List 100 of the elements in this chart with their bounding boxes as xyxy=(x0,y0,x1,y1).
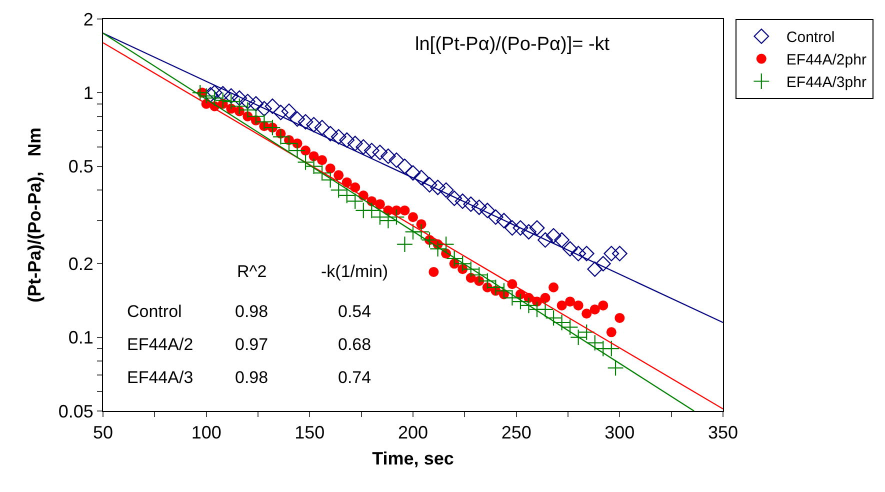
point xyxy=(347,136,363,152)
annotation: -k(1/min) xyxy=(321,262,388,281)
x-tick-label: 50 xyxy=(92,422,114,443)
point xyxy=(306,116,322,132)
legend-label: Control xyxy=(786,29,835,46)
point xyxy=(325,163,336,174)
y-tick-label: 1 xyxy=(83,82,94,103)
annotation: 0.97 xyxy=(235,335,268,354)
point xyxy=(512,293,529,310)
point xyxy=(488,209,504,225)
x-tick-label: 100 xyxy=(191,422,222,443)
point xyxy=(480,202,496,218)
annotation: ln[(Pt-Pα)/(Po-Pα)]= -kt xyxy=(415,34,610,55)
annotation: 0.98 xyxy=(235,302,268,321)
legend-label: EF44A/2phr xyxy=(786,52,866,69)
point xyxy=(520,297,537,314)
point xyxy=(554,232,570,248)
point xyxy=(606,327,616,338)
point xyxy=(565,296,576,307)
point xyxy=(264,98,280,114)
point xyxy=(578,246,594,262)
point xyxy=(614,312,625,323)
annotation: 0.98 xyxy=(235,368,268,387)
point xyxy=(198,88,215,104)
point xyxy=(603,340,620,357)
point xyxy=(202,87,218,102)
point xyxy=(598,300,608,310)
point xyxy=(214,92,232,109)
point xyxy=(297,154,314,170)
point xyxy=(330,129,346,145)
point xyxy=(364,142,380,158)
point xyxy=(538,232,553,248)
point xyxy=(612,246,628,262)
y-tick-label: 2 xyxy=(83,9,94,30)
point xyxy=(529,220,545,236)
point xyxy=(540,292,550,303)
point xyxy=(422,177,438,193)
point xyxy=(438,236,454,253)
point xyxy=(298,114,314,130)
x-tick-label: 200 xyxy=(398,422,428,443)
point xyxy=(562,241,578,257)
annotation: EF44A/3 xyxy=(127,368,194,387)
x-tick-label: 250 xyxy=(501,422,532,443)
point xyxy=(463,196,479,212)
point xyxy=(582,308,592,319)
point xyxy=(587,261,603,277)
y-tick-label: 0.2 xyxy=(68,254,94,274)
point xyxy=(273,104,288,120)
y-axis-title: (Pt-Pa)/(Po-Pa), Nm xyxy=(24,127,45,303)
point xyxy=(573,300,584,310)
point xyxy=(428,266,439,277)
annotation: 0.54 xyxy=(338,302,372,321)
point xyxy=(548,282,559,292)
x-tick-label: 350 xyxy=(708,422,738,443)
point xyxy=(281,103,297,119)
point xyxy=(400,205,410,216)
point xyxy=(590,304,600,314)
annotation: 0.68 xyxy=(338,335,372,354)
annotation: R^2 xyxy=(237,262,267,281)
point xyxy=(595,256,611,272)
point xyxy=(496,212,512,228)
point xyxy=(607,360,624,376)
point xyxy=(339,132,355,148)
point xyxy=(223,88,239,104)
point xyxy=(206,90,223,106)
x-axis-title: Time, sec xyxy=(372,448,454,469)
point xyxy=(290,111,305,127)
legend-label: EF44A/3phr xyxy=(786,74,866,92)
point xyxy=(372,144,388,160)
point xyxy=(430,180,446,196)
point xyxy=(471,200,487,215)
point xyxy=(512,220,528,236)
point xyxy=(322,126,338,142)
point xyxy=(397,158,412,174)
point xyxy=(308,151,319,162)
point xyxy=(388,208,405,226)
point xyxy=(604,246,620,262)
annotation: Control xyxy=(127,302,182,321)
point xyxy=(570,246,586,262)
point xyxy=(454,194,470,209)
point xyxy=(215,86,231,102)
point xyxy=(248,96,264,112)
point xyxy=(314,120,330,136)
point xyxy=(317,155,328,166)
point xyxy=(256,100,272,116)
point xyxy=(504,220,520,236)
x-tick-label: 150 xyxy=(294,422,325,443)
x-tick-label: 300 xyxy=(604,422,635,443)
point xyxy=(206,84,222,100)
point xyxy=(438,182,454,198)
point xyxy=(396,236,413,253)
point xyxy=(408,212,418,222)
point xyxy=(414,170,429,186)
point xyxy=(334,170,344,180)
y-tick-label: 0.1 xyxy=(68,328,94,348)
point xyxy=(356,139,372,155)
annotation: 0.74 xyxy=(338,368,372,387)
point xyxy=(380,212,396,229)
point xyxy=(405,165,421,181)
point xyxy=(192,84,208,101)
